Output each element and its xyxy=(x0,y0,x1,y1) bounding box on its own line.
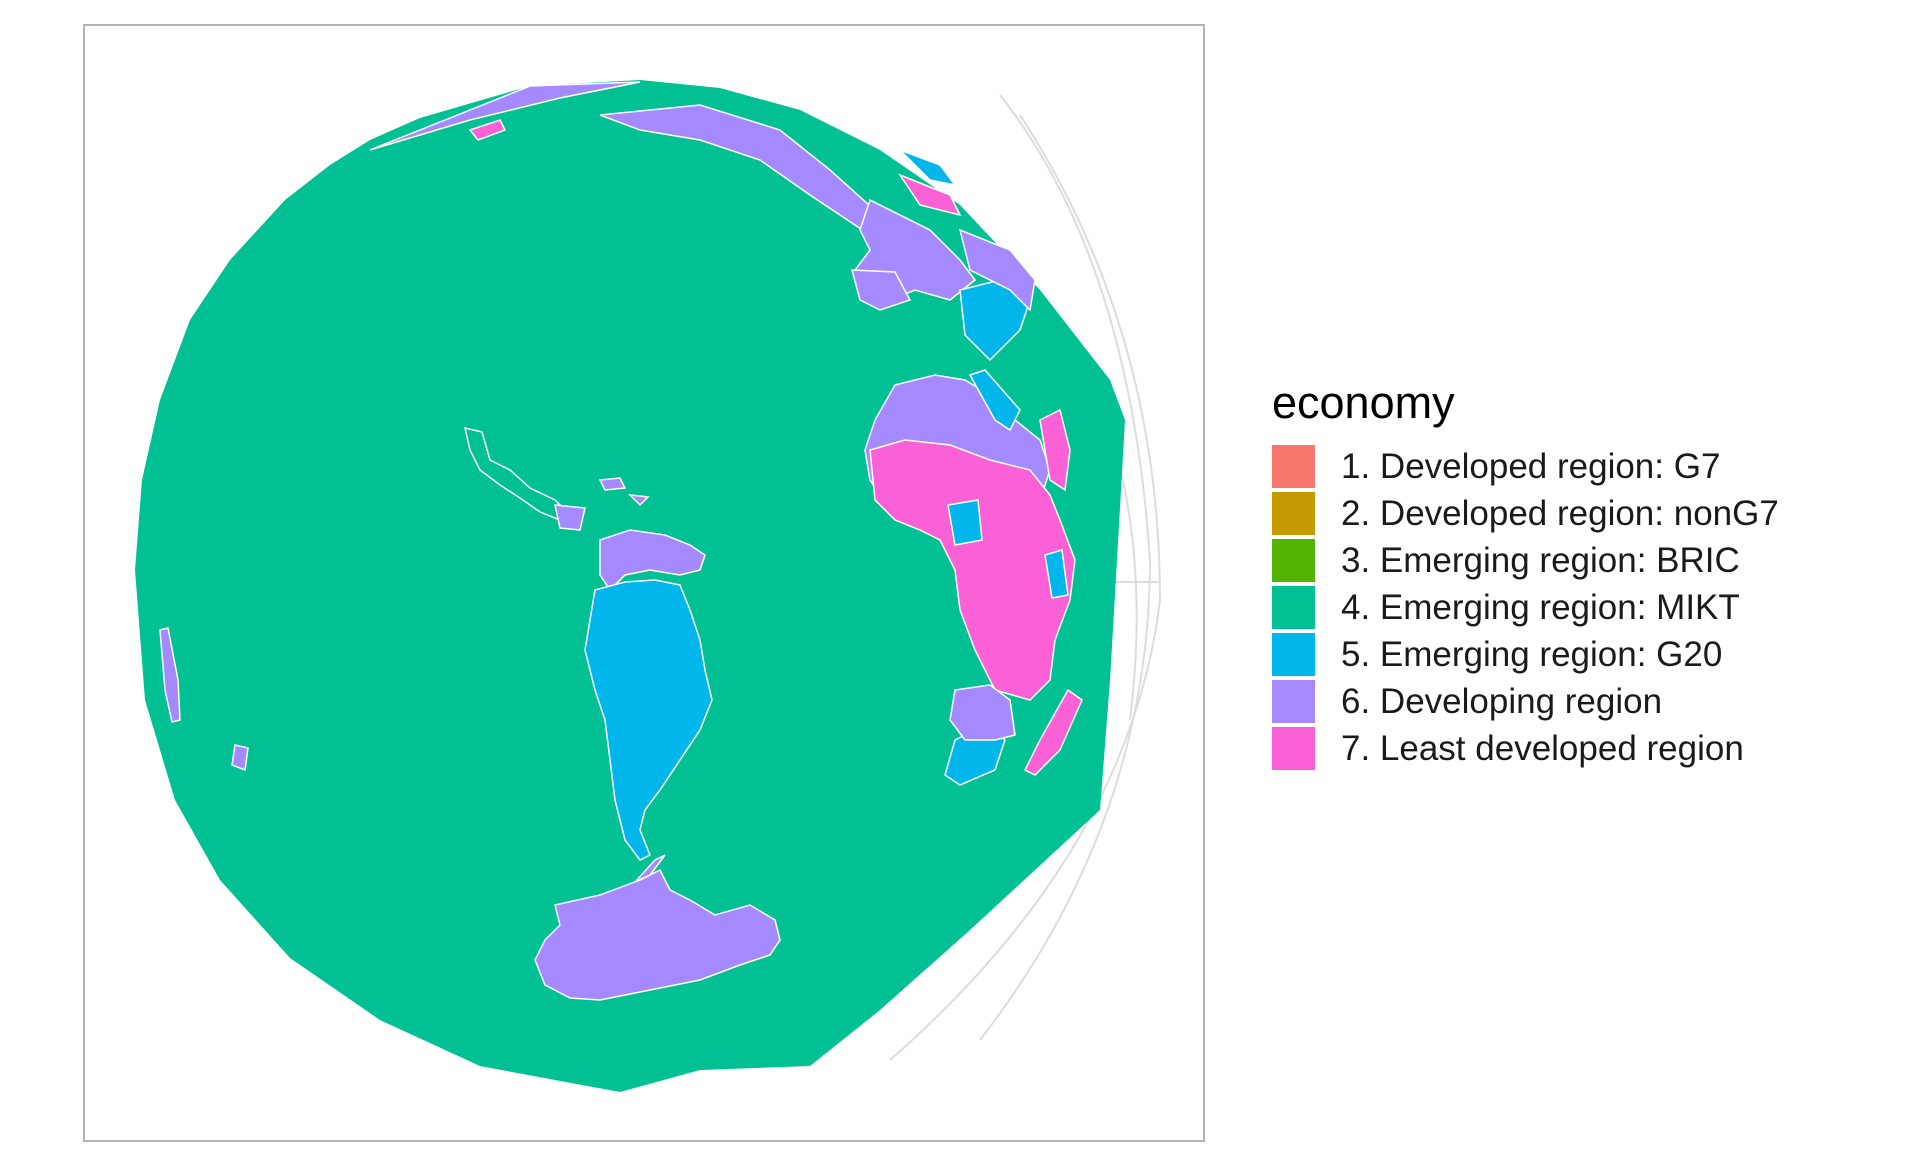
legend-label: 7. Least developed region xyxy=(1341,728,1744,768)
legend-label: 1. Developed region: G7 xyxy=(1341,446,1721,486)
legend-swatch xyxy=(1272,445,1315,488)
left-island-2 xyxy=(231,744,249,772)
east-europe-purple xyxy=(958,228,1036,312)
legend: economy 1. Developed region: G7 2. Devel… xyxy=(1272,380,1779,772)
north-band xyxy=(369,81,641,151)
legend-swatch xyxy=(1272,680,1315,723)
north-arc-pink xyxy=(468,119,962,217)
left-island-1 xyxy=(159,627,181,723)
north-arc-blue xyxy=(899,149,957,187)
legend-item-g7: 1. Developed region: G7 xyxy=(1272,443,1779,490)
legend-item-developing: 6. Developing region xyxy=(1272,678,1779,725)
legend-item-nong7: 2. Developed region: nonG7 xyxy=(1272,490,1779,537)
legend-swatch xyxy=(1272,633,1315,676)
legend-item-bric: 3. Emerging region: BRIC xyxy=(1272,537,1779,584)
legend-label: 3. Emerging region: BRIC xyxy=(1341,540,1740,580)
madagascar xyxy=(1023,688,1083,776)
caribbean-islands xyxy=(598,477,650,507)
antarctica xyxy=(534,868,781,1001)
central-america-purple xyxy=(554,504,586,531)
east-africa-pink xyxy=(1039,408,1071,492)
antarctic-peninsula xyxy=(634,854,666,883)
legend-label: 4. Emerging region: MIKT xyxy=(1341,587,1740,627)
legend-title: economy xyxy=(1272,377,1455,428)
south-america-south xyxy=(584,579,713,861)
central-africa xyxy=(869,439,1076,701)
europe-islands xyxy=(851,269,912,311)
legend-swatch xyxy=(1272,727,1315,770)
graticule-arc-1 xyxy=(979,94,1152,1041)
legend-label: 5. Emerging region: G20 xyxy=(1341,634,1723,674)
legend-swatch xyxy=(1272,586,1315,629)
east-africa-blue xyxy=(1044,549,1069,599)
legend-swatch xyxy=(1272,539,1315,582)
legend-label: 6. Developing region xyxy=(1341,681,1663,721)
legend-item-least-developed: 7. Least developed region xyxy=(1272,725,1779,772)
legend-label: 2. Developed region: nonG7 xyxy=(1341,493,1779,533)
horn-africa-blue xyxy=(968,369,1021,432)
graticule-arc-2 xyxy=(889,114,1162,1061)
graticule xyxy=(889,94,1162,1061)
legend-item-g20: 5. Emerging region: G20 xyxy=(1272,631,1779,678)
legend-item-mikt: 4. Emerging region: MIKT xyxy=(1272,584,1779,631)
nigeria xyxy=(947,499,983,546)
plot-panel-border xyxy=(83,24,1205,1142)
legend-swatch xyxy=(1272,492,1315,535)
southern-africa-purple xyxy=(949,684,1016,741)
